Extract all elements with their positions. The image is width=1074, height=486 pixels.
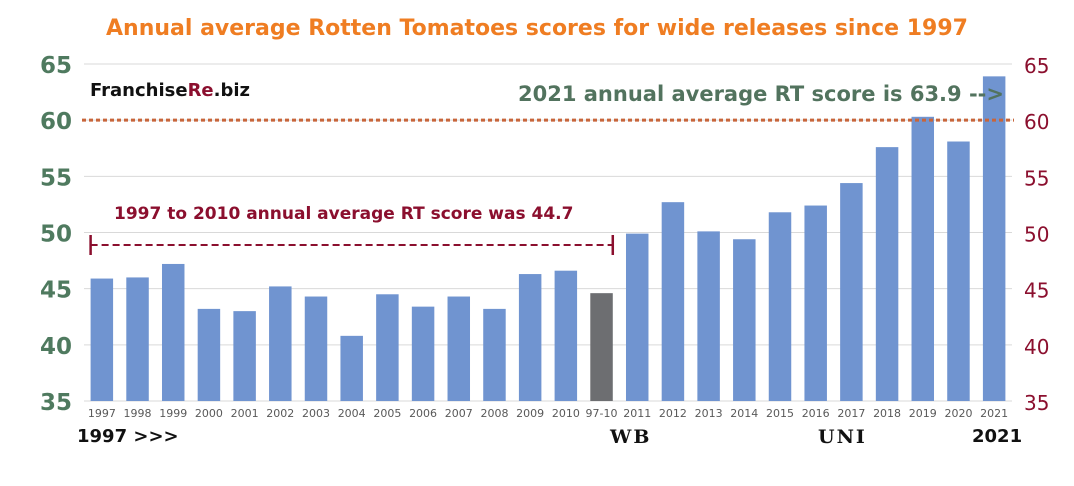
annotation-2021: 2021 annual average RT score is 63.9 -->	[518, 82, 1004, 106]
right-tick-label: 35	[1024, 391, 1049, 415]
bar	[518, 274, 542, 401]
bar	[233, 311, 256, 401]
x-tick-label: 2013	[695, 407, 723, 420]
annotation-average: 1997 to 2010 annual average RT score was…	[114, 204, 574, 224]
left-tick-label: 45	[40, 278, 72, 304]
x-tick-label: 2015	[766, 407, 794, 420]
gridlines	[84, 63, 1012, 402]
x-tick-label: 2006	[409, 407, 437, 420]
x-tick-label: 2005	[373, 407, 401, 420]
bar	[447, 296, 471, 401]
bar	[590, 293, 613, 401]
brand-suffix: .biz	[213, 80, 251, 101]
brand-accent: Re	[187, 80, 214, 101]
x-tick-label: 2004	[338, 407, 366, 420]
bar	[197, 308, 221, 401]
bar	[947, 141, 970, 401]
x-tick-label: 2011	[623, 407, 651, 420]
x-tick-label: 2003	[302, 407, 330, 420]
x-tick-label: 2017	[837, 407, 865, 420]
bar	[840, 183, 863, 401]
left-tick-label: 65	[40, 53, 72, 79]
left-tick-label: 50	[40, 222, 72, 248]
chart-title: Annual average Rotten Tomatoes scores fo…	[106, 16, 968, 41]
bar-series	[90, 76, 1006, 402]
x-tick-label: 2010	[552, 407, 580, 420]
footer-uni-label: UNI	[818, 426, 867, 448]
left-y-axis: 35 40 45 50 55 60 65	[40, 53, 72, 416]
bar	[661, 202, 685, 401]
bar	[733, 239, 756, 401]
footer-end-label: 2021	[972, 426, 1023, 447]
bar	[304, 296, 328, 401]
x-tick-label: 1999	[159, 407, 187, 420]
bar	[376, 294, 399, 401]
bar	[411, 306, 435, 401]
right-tick-label: 45	[1024, 279, 1049, 303]
x-tick-label: 2019	[909, 407, 937, 420]
x-tick-label: 2001	[231, 407, 259, 420]
x-tick-label: 2008	[480, 407, 508, 420]
bar	[126, 277, 149, 401]
bar	[982, 76, 1006, 402]
right-tick-label: 65	[1024, 54, 1049, 78]
left-tick-label: 60	[40, 109, 72, 135]
bar	[340, 335, 363, 401]
brand-logo: FranchiseRe.biz	[90, 80, 250, 101]
x-tick-label: 2018	[873, 407, 901, 420]
bar	[625, 233, 649, 401]
x-tick-label: 2009	[516, 407, 544, 420]
bar	[554, 270, 578, 401]
x-tick-label: 2007	[445, 407, 473, 420]
bar	[875, 147, 899, 401]
bar	[161, 263, 185, 401]
bar	[911, 116, 935, 402]
x-axis: 1997 1998 1999 2000 2001 2002 2003 2004 2005 2006…	[88, 407, 1008, 420]
x-tick-label: 2012	[659, 407, 687, 420]
x-tick-label: 2014	[730, 407, 758, 420]
bar	[804, 205, 827, 401]
brand-prefix: Franchise	[90, 80, 188, 101]
x-tick-label: 1998	[124, 407, 152, 420]
x-tick-label: 97-10	[586, 407, 618, 420]
bar	[697, 231, 720, 401]
right-tick-label: 60	[1024, 110, 1049, 134]
average-bracket-group	[89, 235, 615, 255]
footer-start-label: 1997 >>>	[77, 426, 179, 447]
right-tick-label: 50	[1024, 223, 1049, 247]
left-tick-label: 35	[40, 390, 72, 416]
x-tick-label: 2000	[195, 407, 223, 420]
bar	[768, 212, 792, 401]
right-tick-label: 40	[1024, 335, 1049, 359]
left-tick-label: 55	[40, 165, 72, 191]
x-tick-label: 2002	[266, 407, 294, 420]
left-tick-label: 40	[40, 334, 72, 360]
x-tick-label: 2016	[802, 407, 830, 420]
x-tick-label: 2021	[980, 407, 1008, 420]
bar	[483, 308, 506, 401]
x-tick-label: 2020	[944, 407, 972, 420]
right-tick-label: 55	[1024, 166, 1049, 190]
x-tick-label: 1997	[88, 407, 116, 420]
right-y-axis: 35 40 45 50 55 60 65	[1024, 54, 1049, 415]
footer-wb-label: WB	[610, 426, 652, 448]
bar	[90, 278, 114, 401]
bar	[269, 286, 292, 401]
